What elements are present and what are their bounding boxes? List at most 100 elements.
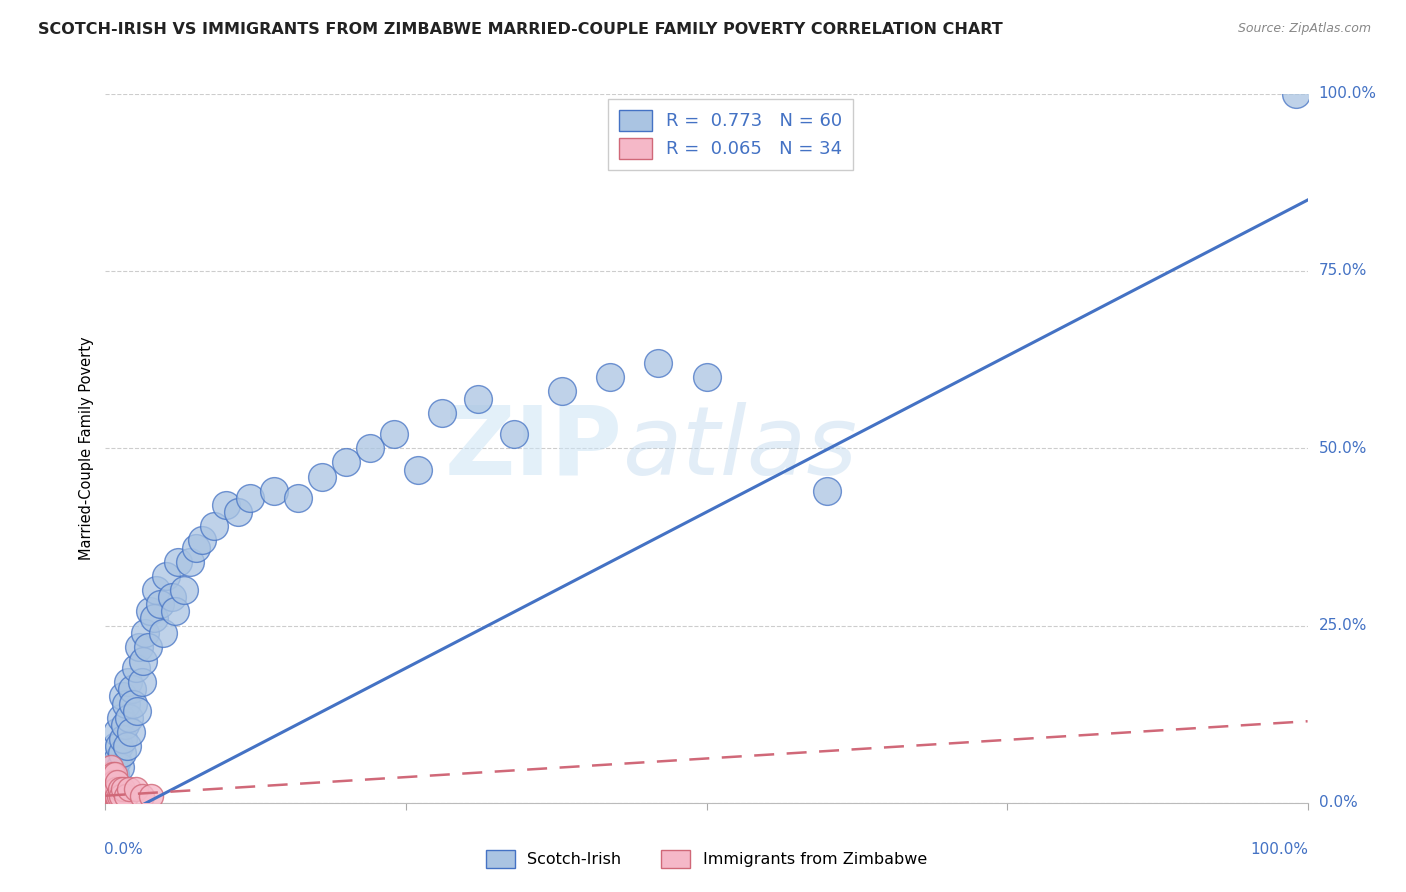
Text: Source: ZipAtlas.com: Source: ZipAtlas.com: [1237, 22, 1371, 36]
Point: [121, 682, 143, 697]
Point: [142, 611, 165, 625]
Point: [131, 675, 153, 690]
Point: [160, 590, 183, 604]
Point: [115, 739, 138, 753]
Point: [101, 781, 124, 796]
Text: ZIP: ZIP: [444, 401, 623, 495]
Point: [1284, 87, 1306, 101]
Point: [139, 789, 162, 803]
Text: 100.0%: 100.0%: [1319, 87, 1376, 101]
Point: [97, 789, 120, 803]
Point: [105, 789, 128, 803]
Point: [311, 469, 333, 483]
Point: [647, 356, 669, 370]
Point: [107, 789, 129, 803]
Point: [107, 789, 129, 803]
Point: [103, 789, 125, 803]
Point: [359, 442, 381, 455]
Point: [112, 690, 135, 704]
Text: 25.0%: 25.0%: [1319, 618, 1367, 633]
Text: SCOTCH-IRISH VS IMMIGRANTS FROM ZIMBABWE MARRIED-COUPLE FAMILY POVERTY CORRELATI: SCOTCH-IRISH VS IMMIGRANTS FROM ZIMBABWE…: [38, 22, 1002, 37]
Point: [98, 767, 121, 781]
Point: [226, 505, 249, 519]
Point: [107, 774, 129, 789]
Point: [406, 462, 429, 476]
Point: [104, 767, 127, 781]
Point: [118, 781, 141, 796]
Point: [110, 711, 132, 725]
Point: [100, 774, 122, 789]
Point: [114, 718, 136, 732]
Text: 50.0%: 50.0%: [1319, 441, 1367, 456]
Point: [101, 767, 124, 781]
Point: [107, 739, 129, 753]
Point: [145, 583, 167, 598]
Point: [108, 781, 131, 796]
Point: [103, 774, 125, 789]
Point: [696, 370, 718, 384]
Point: [382, 427, 405, 442]
Text: 0.0%: 0.0%: [1319, 796, 1357, 810]
Point: [107, 753, 129, 767]
Point: [117, 675, 139, 690]
Point: [815, 483, 838, 498]
Point: [104, 789, 127, 803]
Point: [100, 789, 122, 803]
Point: [120, 724, 142, 739]
Point: [134, 625, 156, 640]
Point: [98, 774, 121, 789]
Point: [98, 781, 121, 796]
Point: [124, 781, 146, 796]
Point: [467, 392, 489, 406]
Point: [100, 760, 122, 774]
Point: [107, 724, 129, 739]
Y-axis label: Married-Couple Family Poverty: Married-Couple Family Poverty: [79, 336, 94, 560]
Point: [100, 774, 122, 789]
Point: [155, 569, 177, 583]
Point: [179, 555, 201, 569]
Point: [131, 789, 153, 803]
Point: [97, 781, 120, 796]
Legend: Scotch-Irish, Immigrants from Zimbabwe: Scotch-Irish, Immigrants from Zimbabwe: [478, 842, 935, 876]
Point: [599, 370, 621, 384]
Point: [101, 789, 124, 803]
Point: [115, 789, 138, 803]
Point: [139, 604, 162, 618]
Point: [100, 781, 122, 796]
Point: [503, 427, 526, 442]
Point: [112, 781, 135, 796]
Point: [263, 483, 285, 498]
Point: [115, 697, 138, 711]
Text: 75.0%: 75.0%: [1319, 263, 1367, 278]
Point: [125, 704, 148, 718]
Point: [165, 604, 187, 618]
Text: 100.0%: 100.0%: [1251, 842, 1309, 857]
Point: [239, 491, 262, 505]
Point: [108, 760, 131, 774]
Point: [98, 789, 121, 803]
Point: [111, 746, 134, 760]
Point: [184, 541, 207, 555]
Point: [166, 555, 188, 569]
Text: 0.0%: 0.0%: [104, 842, 143, 857]
Point: [430, 406, 453, 420]
Point: [190, 533, 212, 548]
Point: [132, 654, 155, 668]
Point: [287, 491, 309, 505]
Point: [122, 697, 145, 711]
Point: [98, 774, 121, 789]
Point: [105, 739, 128, 753]
Point: [202, 519, 225, 533]
Point: [136, 640, 159, 654]
Point: [148, 597, 170, 611]
Point: [118, 711, 141, 725]
Point: [124, 661, 146, 675]
Point: [551, 384, 574, 399]
Point: [98, 781, 121, 796]
Point: [128, 640, 150, 654]
Point: [112, 731, 135, 746]
Point: [173, 583, 195, 598]
Point: [214, 498, 236, 512]
Point: [104, 781, 127, 796]
Point: [98, 789, 121, 803]
